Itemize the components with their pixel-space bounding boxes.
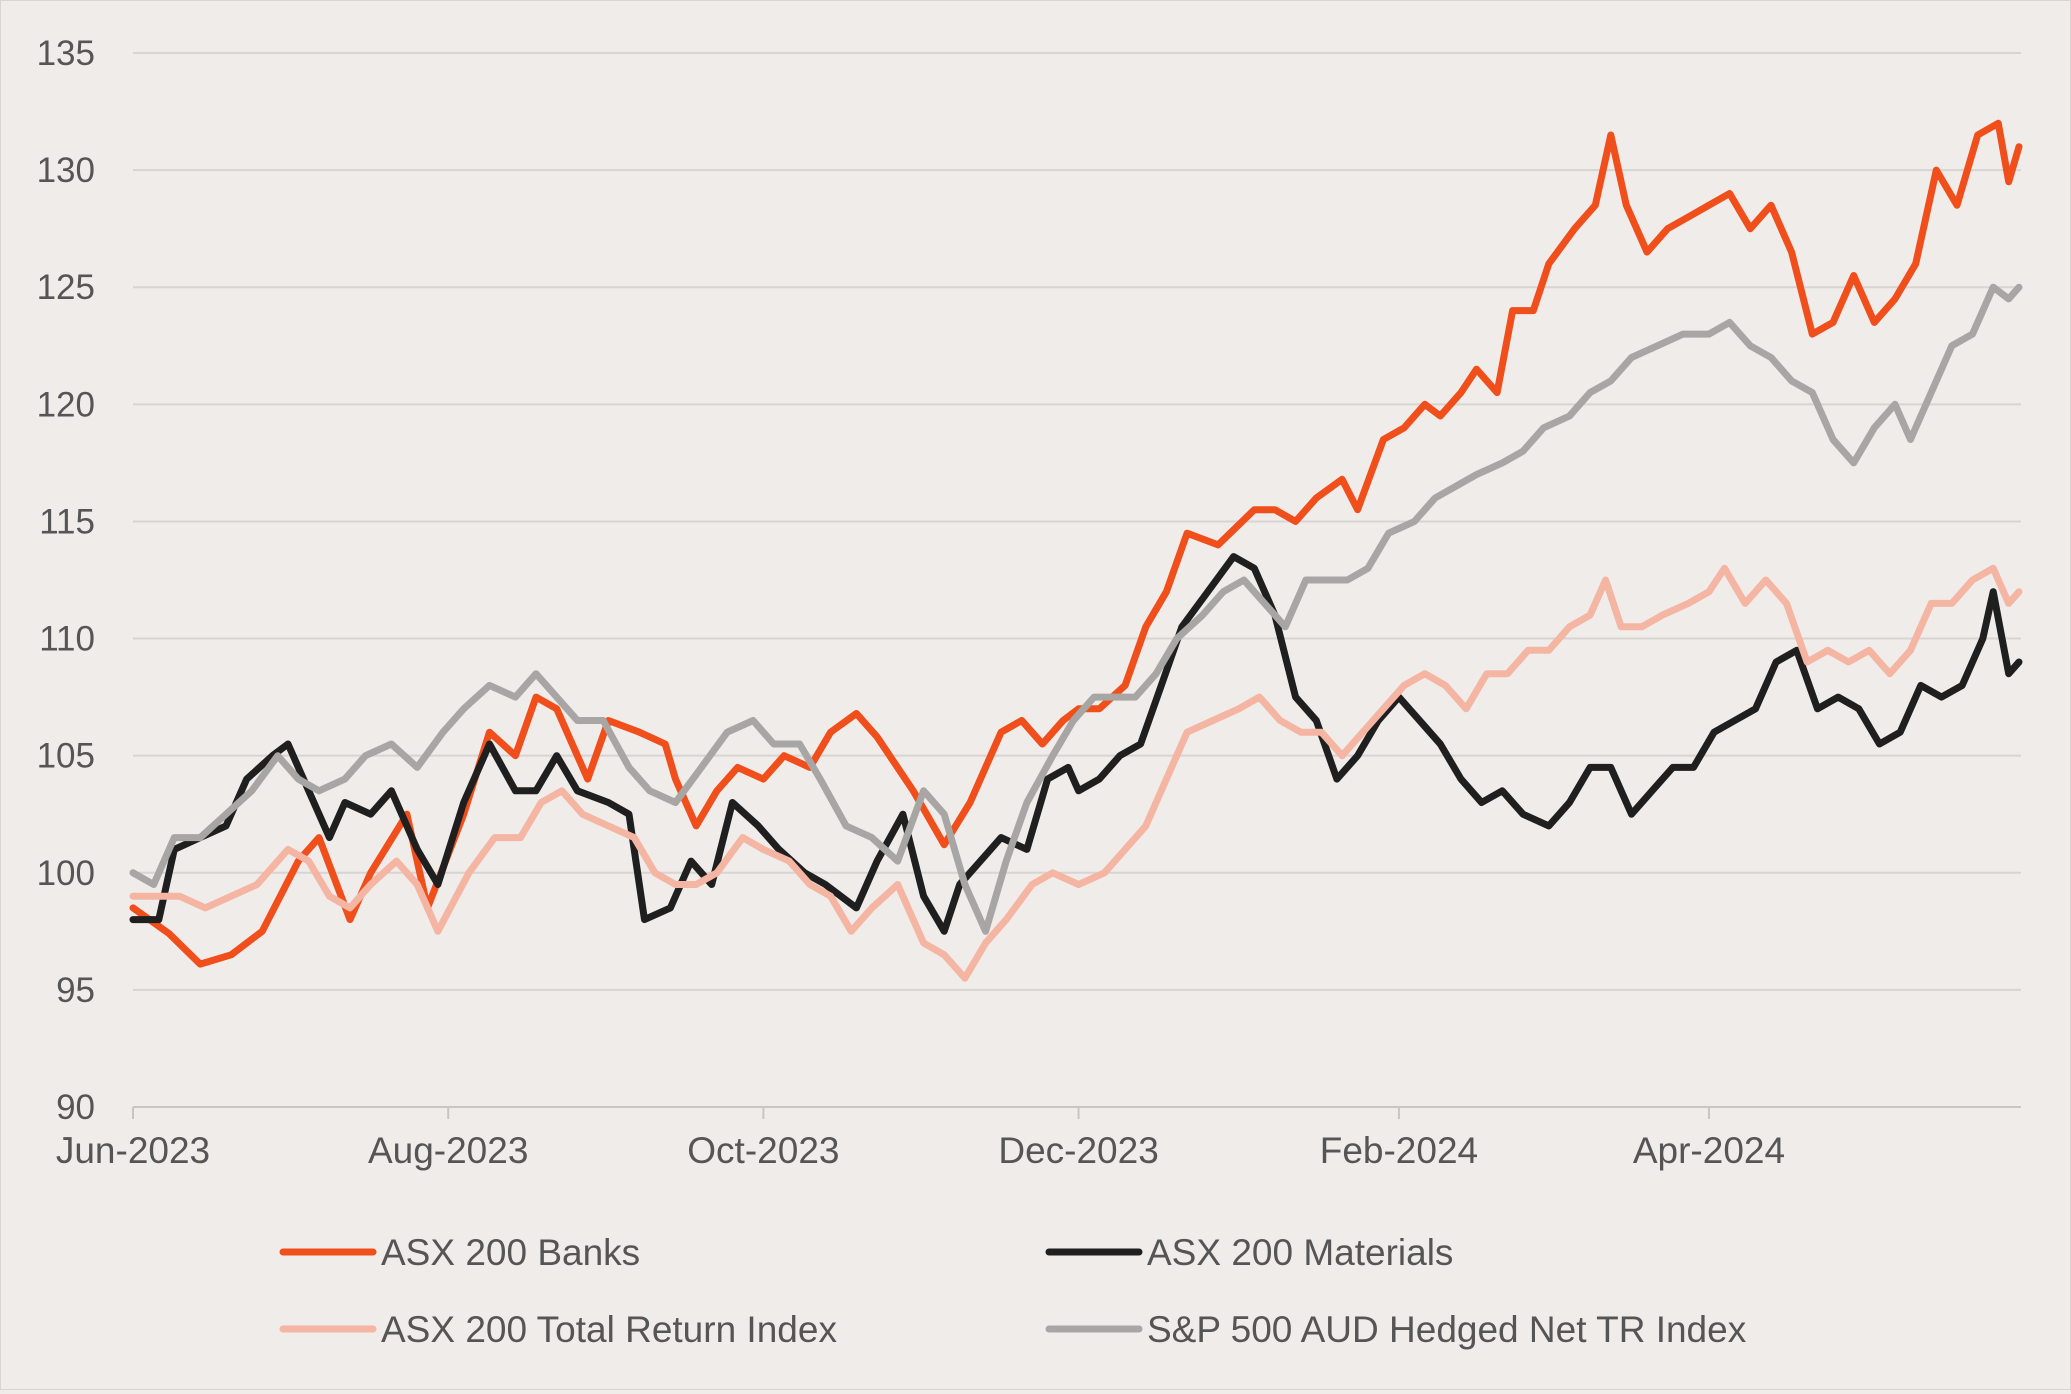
legend-item-1: ASX 200 Banks xyxy=(279,1232,640,1273)
legend-item-2: ASX 200 Materials xyxy=(1045,1232,1453,1273)
x-tick-label: Jun-2023 xyxy=(56,1130,210,1171)
y-tick-label: 125 xyxy=(37,268,95,307)
gridlines xyxy=(133,52,2021,991)
series-line-3 xyxy=(129,564,2023,982)
series-line-2 xyxy=(129,553,2023,935)
legend-label: ASX 200 Materials xyxy=(1147,1232,1453,1273)
x-tick-label: Oct-2023 xyxy=(687,1130,839,1171)
legend-item-4: S&P 500 AUD Hedged Net TR Index xyxy=(1045,1309,1747,1350)
legend-label: S&P 500 AUD Hedged Net TR Index xyxy=(1147,1309,1747,1350)
y-tick-label: 115 xyxy=(39,502,95,541)
x-tick-label: Dec-2023 xyxy=(998,1130,1158,1171)
y-tick-label: 130 xyxy=(37,151,95,190)
y-tick-label: 95 xyxy=(56,971,95,1010)
y-tick-label: 120 xyxy=(37,385,95,424)
series-lines xyxy=(129,119,2023,982)
legend-item-3: ASX 200 Total Return Index xyxy=(279,1309,837,1350)
y-tick-label: 100 xyxy=(37,854,95,893)
x-tick-label: Feb-2024 xyxy=(1320,1130,1478,1171)
y-tick-label: 110 xyxy=(39,620,95,659)
legend-label: ASX 200 Banks xyxy=(381,1232,640,1273)
x-tick-label: Aug-2023 xyxy=(368,1130,528,1171)
legend-label: ASX 200 Total Return Index xyxy=(381,1309,837,1350)
y-tick-label: 90 xyxy=(56,1088,95,1127)
legend: ASX 200 Banks ASX 200 Materials ASX 200 To… xyxy=(279,1232,1747,1350)
y-tick-label: 135 xyxy=(37,34,95,73)
series-line-1 xyxy=(129,119,2023,968)
axes: 90 95 100 105 110 115 120 125 130 135 Jun-2023 Aug-… xyxy=(37,34,2021,1171)
series-line-4 xyxy=(129,283,2023,935)
x-tick-label: Apr-2024 xyxy=(1633,1130,1785,1171)
y-tick-label: 105 xyxy=(37,737,95,776)
